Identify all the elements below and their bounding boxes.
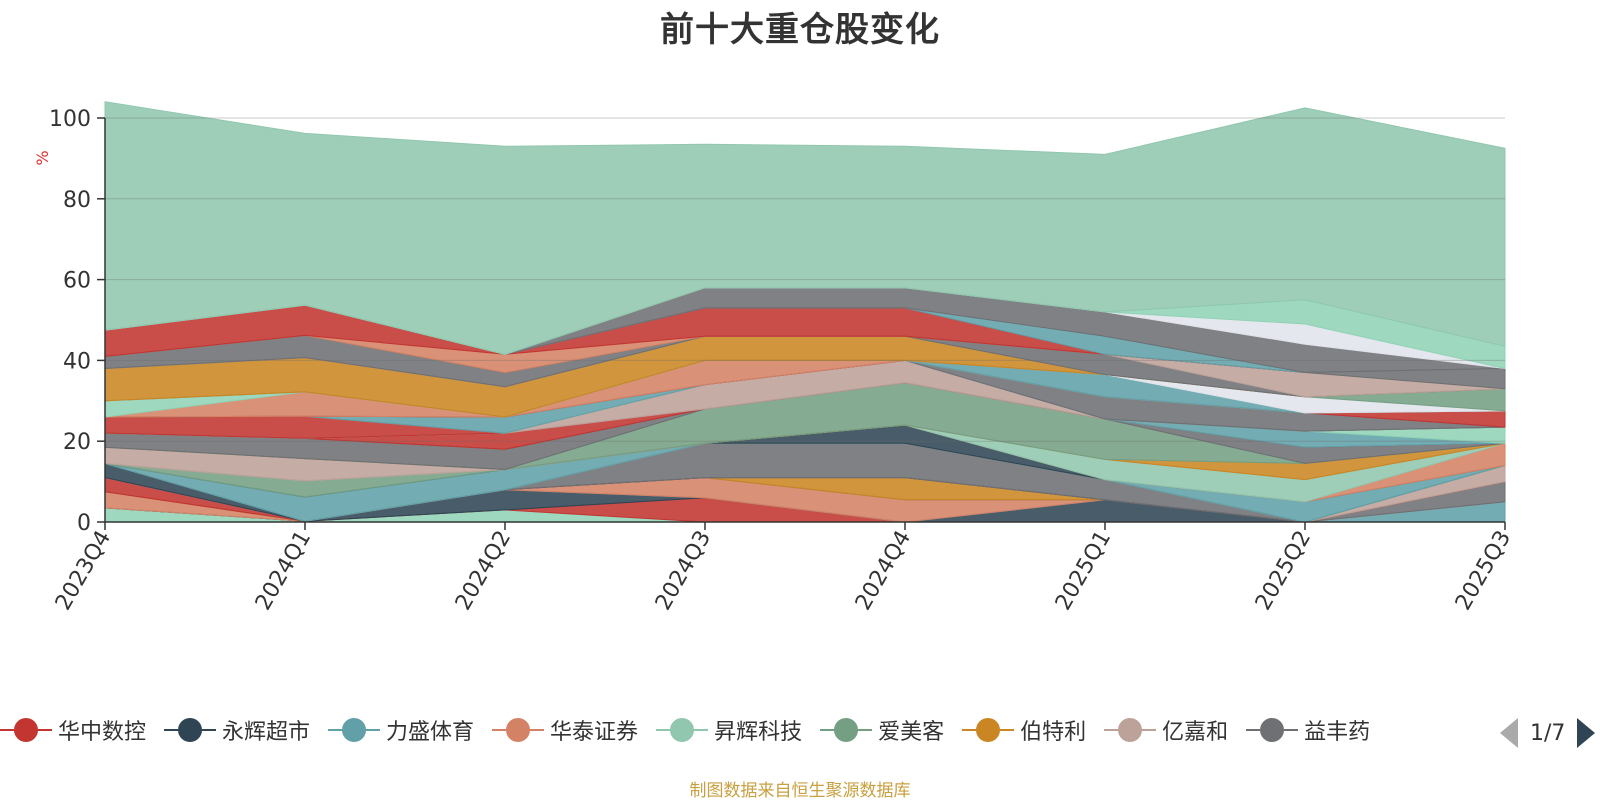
legend-item[interactable]: 益丰药 xyxy=(1246,714,1370,746)
area-layers xyxy=(104,101,1506,523)
legend-item[interactable]: 伯特利 xyxy=(962,714,1086,746)
legend-pager: 1/7 xyxy=(1500,718,1596,748)
legend-label: 益丰药 xyxy=(1304,720,1371,745)
area-series-44 xyxy=(104,101,1506,355)
y-axis-label: % xyxy=(33,150,52,165)
legend-label: 昇辉科技 xyxy=(714,720,803,745)
legend-next-arrow-icon[interactable] xyxy=(1577,718,1596,748)
legend-marker-icon xyxy=(820,718,873,742)
legend-marker-icon xyxy=(492,718,545,742)
legend-marker-icon xyxy=(1104,718,1157,742)
y-tick-label-40: 40 xyxy=(63,349,91,374)
legend-marker-icon xyxy=(328,718,381,742)
legend-prev-arrow-icon[interactable] xyxy=(1500,718,1518,748)
x-tick-label-2025Q2: 2025Q2 xyxy=(1251,527,1316,615)
legend-label: 永辉超市 xyxy=(222,720,311,745)
legend-item[interactable]: 爱美客 xyxy=(820,714,944,746)
y-tick-label-80: 80 xyxy=(63,188,91,213)
y-tick-label-100: 100 xyxy=(49,107,91,132)
x-tick-label-2025Q3: 2025Q3 xyxy=(1451,527,1516,615)
x-tick-label-2024Q1: 2024Q1 xyxy=(251,527,316,615)
legend-item[interactable]: 华中数控 xyxy=(0,714,146,746)
legend-item[interactable]: 永辉超市 xyxy=(164,714,310,746)
legend-label: 华泰证券 xyxy=(550,720,639,745)
x-tick-label-2024Q4: 2024Q4 xyxy=(851,527,916,615)
legend-label: 爱美客 xyxy=(878,720,945,745)
legend-marker-icon xyxy=(0,718,52,742)
source-footnote: 制图数据来自恒生聚源数据库 xyxy=(689,781,911,801)
legend-marker-icon xyxy=(164,718,217,742)
legend-marker-icon xyxy=(1246,718,1299,742)
legend-marker-icon xyxy=(656,718,709,742)
legend-label: 华中数控 xyxy=(58,720,147,745)
grid-lines xyxy=(105,117,1505,442)
legend-label: 伯特利 xyxy=(1020,720,1087,745)
x-tick-label-2024Q3: 2024Q3 xyxy=(651,527,716,615)
x-tick-label-2023Q4: 2023Q4 xyxy=(51,527,116,615)
legend-item[interactable]: 亿嘉和 xyxy=(1104,714,1228,746)
stacked-area-chart: 0 20 40 60 80 100% 2023Q4 2024Q1 2024Q2 2024Q3 202… xyxy=(33,101,1516,615)
legend-item[interactable]: 昇辉科技 xyxy=(656,714,802,746)
y-tick-label-20: 20 xyxy=(63,430,91,455)
legend-item[interactable]: 华泰证券 xyxy=(492,714,638,746)
y-tick-label-0: 0 xyxy=(77,511,91,536)
legend-item[interactable]: 力盛体育 xyxy=(328,714,474,746)
legend-marker-icon xyxy=(962,718,1015,742)
legend: 华中数控 永辉超市 力盛体育 华泰证券 昇辉科技 爱美客 伯特利 亿嘉和 益丰药 xyxy=(0,714,1490,750)
chart-title: 前十大重仓股变化 xyxy=(660,10,940,50)
x-tick-label-2025Q1: 2025Q1 xyxy=(1051,527,1116,615)
x-tick-label-2024Q2: 2024Q2 xyxy=(451,527,516,615)
legend-page-indicator: 1/7 xyxy=(1530,720,1566,746)
y-tick-label-60: 60 xyxy=(63,269,91,294)
legend-label: 亿嘉和 xyxy=(1162,720,1229,745)
legend-label: 力盛体育 xyxy=(386,720,475,745)
